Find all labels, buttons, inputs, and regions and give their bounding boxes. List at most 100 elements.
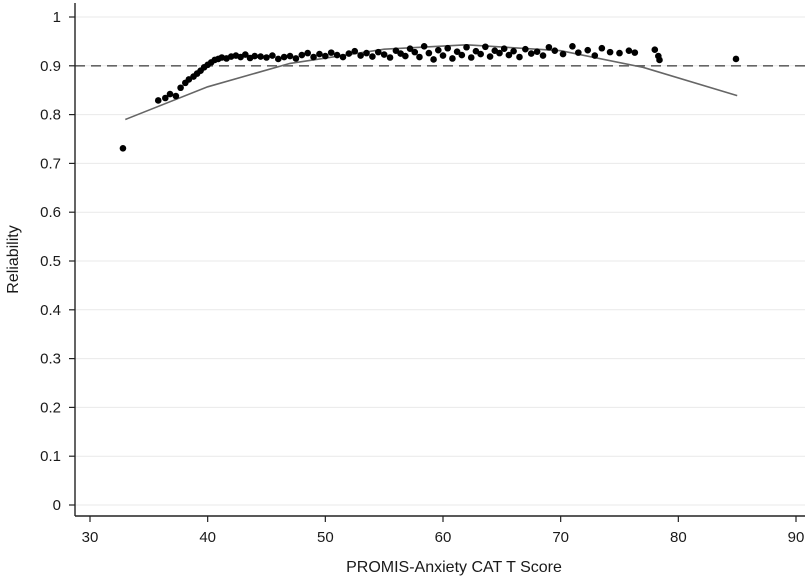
data-point — [420, 42, 428, 50]
data-point — [510, 47, 517, 55]
x-tick-label: 30 — [82, 529, 99, 546]
data-point — [584, 46, 592, 54]
x-axis-title: PROMIS-Anxiety CAT T Score — [346, 559, 562, 576]
data-point — [304, 49, 311, 57]
y-tick-label: 0.3 — [40, 351, 61, 368]
data-point — [533, 48, 541, 55]
data-point — [310, 53, 317, 61]
y-tick-label: 0 — [53, 497, 61, 514]
data-point — [444, 44, 452, 52]
x-tick-label: 60 — [435, 529, 452, 546]
data-point — [406, 45, 414, 53]
data-point — [500, 45, 508, 53]
data-point — [333, 51, 341, 59]
x-tick-label: 40 — [199, 529, 216, 546]
data-point — [430, 56, 437, 63]
data-point — [425, 49, 433, 57]
data-point — [516, 53, 523, 61]
data-point — [545, 43, 553, 51]
data-point — [339, 53, 347, 61]
data-point — [369, 53, 376, 60]
data-point — [172, 92, 180, 100]
data-point — [351, 47, 359, 55]
data-point — [575, 49, 582, 56]
y-tick-label: 0.5 — [40, 253, 61, 270]
data-point — [298, 51, 306, 59]
data-point — [559, 50, 567, 58]
data-point — [651, 46, 659, 53]
x-tick-label: 80 — [670, 529, 687, 546]
y-tick-label: 0.4 — [40, 302, 61, 319]
data-point — [386, 54, 394, 61]
data-point — [606, 48, 614, 56]
data-point — [154, 97, 162, 104]
y-tick-label: 0.9 — [40, 58, 61, 75]
y-tick-label: 0.8 — [40, 107, 61, 124]
data-point — [453, 48, 461, 55]
data-point — [527, 50, 535, 57]
data-point — [166, 90, 174, 98]
y-tick-label: 0.1 — [40, 448, 61, 465]
data-point — [363, 49, 370, 57]
data-point — [357, 52, 364, 59]
y-tick-label: 0.7 — [40, 155, 61, 172]
data-point — [598, 44, 606, 52]
data-point — [322, 52, 329, 60]
data-point — [486, 53, 494, 60]
data-point — [569, 42, 576, 50]
data-point — [402, 52, 409, 60]
data-points — [119, 42, 740, 152]
data-point — [496, 49, 503, 57]
data-point — [467, 54, 475, 61]
data-point — [449, 55, 456, 62]
data-point — [380, 51, 388, 58]
data-point — [434, 46, 442, 54]
data-point — [458, 51, 466, 59]
data-point — [242, 51, 249, 58]
data-point — [631, 49, 639, 56]
data-point — [316, 50, 323, 58]
y-axis-ticks: 0 0.1 0.2 0.3 0.4 0.5 0.6 0.7 0.8 0.9 1 — [40, 9, 75, 514]
y-tick-label: 1 — [53, 9, 61, 26]
data-point — [392, 47, 400, 54]
data-point — [591, 52, 599, 59]
data-point — [292, 55, 300, 62]
data-point — [439, 52, 447, 59]
data-point — [732, 55, 740, 63]
data-point — [274, 55, 282, 63]
y-axis-title: Reliability — [5, 225, 22, 293]
y-tick-label: 0.6 — [40, 204, 61, 221]
data-point — [539, 52, 547, 59]
data-point — [463, 43, 470, 51]
data-point — [472, 47, 480, 55]
x-tick-label: 50 — [317, 529, 334, 546]
data-point — [345, 50, 353, 57]
data-point — [505, 51, 513, 59]
data-point — [416, 53, 423, 61]
data-point — [411, 48, 419, 56]
data-point — [551, 47, 559, 54]
x-axis-ticks: 30 40 50 60 70 80 90 — [82, 516, 804, 546]
x-tick-label: 70 — [552, 529, 569, 546]
data-point — [280, 53, 288, 61]
data-point — [616, 49, 623, 57]
data-point — [327, 49, 335, 56]
data-point — [286, 52, 294, 60]
data-point — [251, 52, 259, 60]
data-point — [625, 47, 633, 54]
y-tick-label: 0.2 — [40, 399, 61, 416]
data-point — [177, 84, 184, 92]
axes — [74, 3, 805, 517]
data-point — [257, 53, 264, 60]
gridlines — [75, 16, 805, 506]
data-point — [482, 43, 489, 51]
data-point — [185, 76, 193, 83]
data-point — [263, 54, 270, 61]
data-point — [269, 52, 276, 59]
data-point — [522, 45, 529, 53]
data-point — [477, 50, 484, 58]
data-point — [374, 48, 382, 56]
data-point — [162, 94, 169, 102]
data-point — [656, 56, 663, 64]
